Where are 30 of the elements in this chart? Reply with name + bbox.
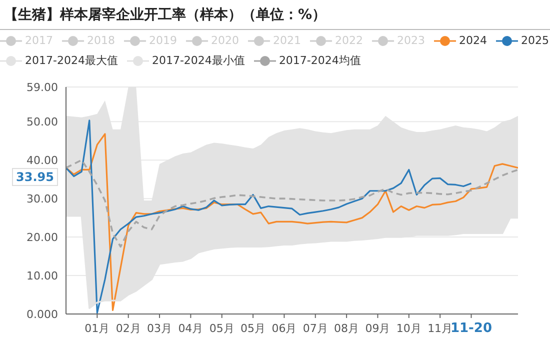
line-series bbox=[66, 159, 518, 248]
y-tick-label: 30.00 bbox=[26, 192, 58, 206]
x-tick-label: 03月 bbox=[147, 322, 172, 335]
y-tick-label: 50.00 bbox=[26, 116, 58, 129]
chart-title: 【生猪】样本屠宰企业开工率（样本）（单位：%） bbox=[4, 6, 326, 24]
line-series bbox=[66, 133, 518, 311]
x-tick-label: 01月 bbox=[84, 322, 110, 335]
x-tick-label: 07月 bbox=[302, 322, 328, 335]
x-tick-label: 10月 bbox=[396, 322, 422, 335]
line-series bbox=[66, 120, 472, 314]
x-tick-label: 05月 bbox=[240, 322, 266, 335]
legend-label: 2017-2024最大值 bbox=[25, 53, 118, 68]
legend-label: 2024 bbox=[459, 34, 487, 47]
x-tick-label: 06月 bbox=[272, 322, 297, 335]
x-tick-label: 11月 bbox=[428, 322, 453, 335]
legend-label: 2017-2024均值 bbox=[278, 53, 361, 68]
text: 33.95 bbox=[12, 168, 58, 186]
x-tick-label: 11-20 bbox=[450, 321, 492, 336]
y-tick-label: 40.00 bbox=[26, 154, 58, 168]
legend-label: 2025 bbox=[521, 34, 549, 47]
x-tick-label: 09月 bbox=[365, 322, 390, 335]
y-tick-label: 59.00 bbox=[26, 80, 58, 94]
x-tick-label: 04月 bbox=[178, 322, 204, 335]
y-tick-label: 10.00 bbox=[26, 269, 58, 282]
x-tick-label: 02月 bbox=[116, 322, 141, 335]
legend-label: 2017-2024最小值 bbox=[152, 53, 245, 68]
x-tick-label: 08月 bbox=[334, 322, 360, 335]
y-tick-label: 0.000 bbox=[26, 308, 58, 321]
y-tick-label: 20.00 bbox=[26, 230, 58, 244]
x-tick-label: 05月 bbox=[209, 322, 234, 335]
